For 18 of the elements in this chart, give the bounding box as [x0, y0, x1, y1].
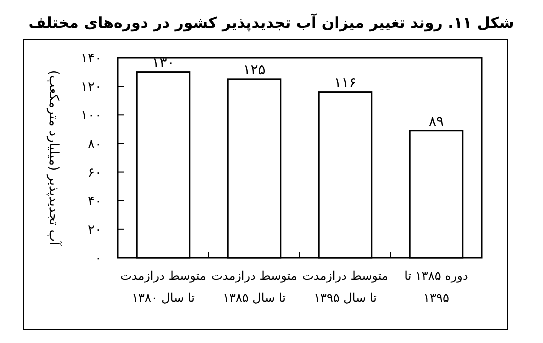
- y-tick-label: ۶۰: [88, 166, 102, 181]
- x-tick-label: متوسط درازمدت تا سال ۱۳۸۰: [120, 269, 206, 305]
- y-tick-label: ۲۰: [88, 222, 102, 238]
- x-tick-label: متوسط درازمدت تا سال ۱۳۸۵: [212, 269, 298, 305]
- x-tick-label: دوره ۱۳۸۵ تا ۱۳۹۵: [404, 269, 468, 305]
- y-tick-label: ۸۰: [88, 137, 102, 152]
- data-label: ۱۳۰: [152, 55, 175, 72]
- y-tick-label: ۱۰۰: [81, 108, 102, 124]
- y-tick-label: ۱۴۰: [81, 52, 102, 67]
- chart-title: شکل ۱۱. روند تغییر میزان آب تجدیدپذیر کشور در دوره‌های مختلف: [28, 13, 514, 32]
- data-label: ۱۲۵: [243, 62, 266, 78]
- x-tick-label: متوسط درازمدت تا سال ۱۳۹۵: [302, 269, 388, 305]
- data-label: ۱۱۶: [334, 75, 357, 92]
- y-axis-title: آب تجدیدپذیر (میلیارد مترمکعب): [46, 70, 63, 248]
- y-tick-label: ۱۲۰: [81, 80, 102, 96]
- data-label: ۸۹: [428, 114, 444, 130]
- y-tick-label: ۴۰: [88, 194, 102, 210]
- y-tick-label: ۰: [95, 252, 102, 267]
